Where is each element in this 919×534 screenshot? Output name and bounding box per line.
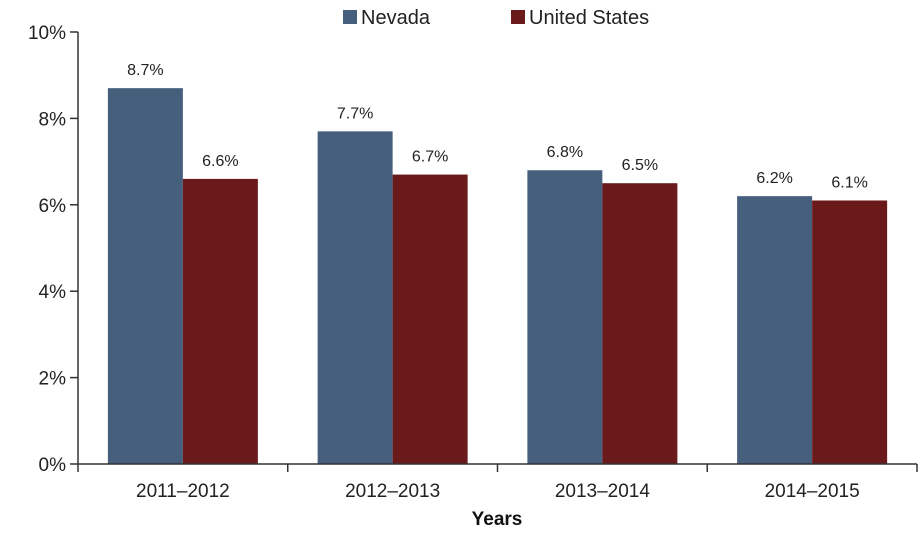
bar-nevada xyxy=(527,170,603,465)
bars xyxy=(107,88,888,465)
bar-united-states xyxy=(812,200,888,465)
legend-label: Nevada xyxy=(361,7,431,29)
data-label: 6.8% xyxy=(547,144,583,161)
legend-label: United States xyxy=(529,7,649,29)
y-tick-label: 10% xyxy=(28,23,66,44)
x-tick-label: 2012–2013 xyxy=(345,481,440,502)
y-tick-label: 6% xyxy=(39,196,67,217)
bar-nevada xyxy=(107,88,183,464)
data-label: 8.7% xyxy=(127,62,163,79)
x-tick-label: 2011–2012 xyxy=(136,481,230,502)
data-label: 6.7% xyxy=(412,149,448,166)
legend-swatch xyxy=(343,10,357,24)
x-axis-title: Years xyxy=(472,509,523,529)
y-axis: 0% 2% 4% 6% 8% 10% xyxy=(28,23,79,476)
y-tick-label: 0% xyxy=(39,455,67,476)
data-label: 6.5% xyxy=(622,157,658,174)
x-tick-label: 2013–2014 xyxy=(555,481,651,502)
y-tick-label: 8% xyxy=(39,109,67,130)
data-label: 6.1% xyxy=(831,174,867,191)
legend: Nevada United States xyxy=(343,7,649,29)
bar-united-states xyxy=(182,178,258,464)
bar-nevada xyxy=(317,131,393,465)
data-label: 6.2% xyxy=(756,170,792,187)
bar-united-states xyxy=(602,183,678,464)
bar-united-states xyxy=(392,174,468,464)
data-label: 7.7% xyxy=(337,105,373,122)
legend-swatch xyxy=(511,10,525,24)
y-tick-label: 4% xyxy=(39,282,67,303)
x-tick-label: 2014–2015 xyxy=(765,481,860,502)
y-tick-label: 2% xyxy=(39,369,67,390)
data-label: 6.6% xyxy=(202,153,238,170)
data-labels: 8.7% 6.6% 7.7% 6.7% 6.8% 6.5% 6.2% 6.1% xyxy=(127,62,868,191)
bar-nevada xyxy=(737,196,813,464)
x-axis: 2011–2012 2012–2013 2013–2014 2014–2015 xyxy=(77,463,918,502)
